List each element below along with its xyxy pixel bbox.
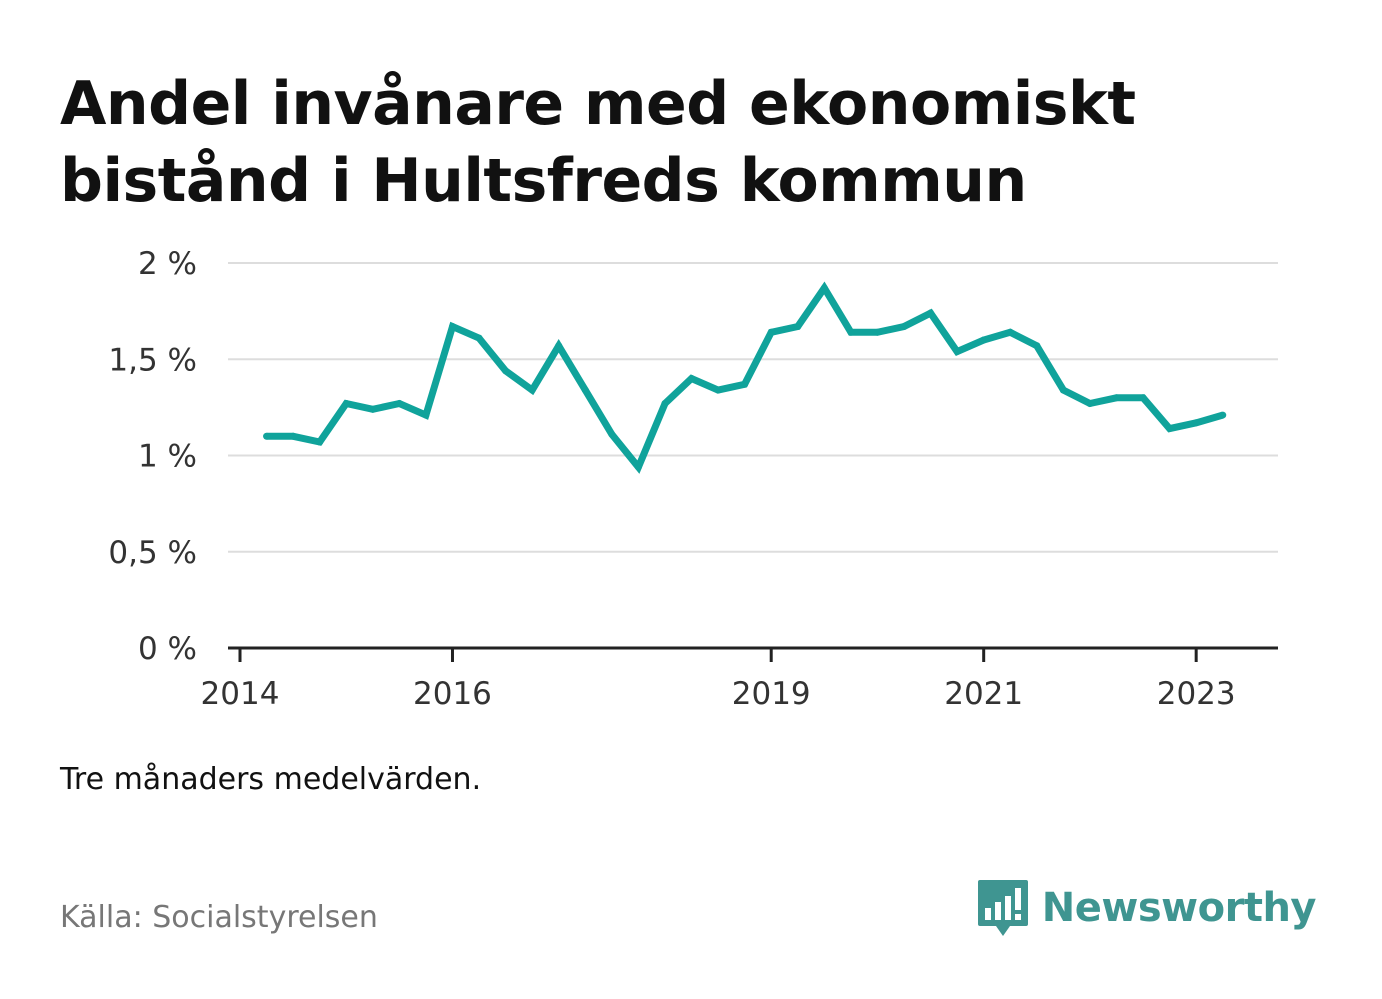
data-point — [1033, 342, 1041, 350]
data-point — [767, 328, 775, 336]
data-point — [1219, 411, 1227, 419]
data-point — [263, 432, 271, 440]
data-point — [980, 336, 988, 344]
data-point — [1006, 328, 1014, 336]
data-point — [1059, 386, 1067, 394]
data-point — [634, 463, 642, 471]
data-point — [847, 328, 855, 336]
x-tick-label: 2023 — [1157, 676, 1236, 712]
source-credit: Källa: Socialstyrelsen — [60, 900, 378, 935]
data-point — [289, 432, 297, 440]
data-point — [741, 380, 749, 388]
data-point — [369, 405, 377, 413]
data-point — [608, 430, 616, 438]
data-point — [528, 386, 536, 394]
data-point — [1139, 394, 1147, 402]
x-axis: 2014 2016 2019 2021 2023 — [201, 646, 1278, 712]
brand-name: Newsworthy — [1041, 885, 1317, 931]
x-tick-label: 2014 — [201, 676, 280, 712]
data-point — [820, 284, 828, 292]
data-point — [342, 400, 350, 408]
grid-lines — [228, 262, 1278, 553]
bar-chart-speech-bubble-icon — [977, 880, 1028, 936]
y-tick-label: 1,5 % — [108, 342, 197, 378]
data-series — [263, 281, 1227, 474]
y-axis-ticks: 0 % 0,5 % 1 % 1,5 % 2 % — [108, 246, 197, 667]
x-tick-label: 2021 — [944, 676, 1023, 712]
data-point — [688, 375, 696, 382]
x-tick-label: 2016 — [413, 676, 492, 712]
data-point — [714, 386, 722, 394]
data-point — [502, 367, 510, 375]
y-tick-label: 1 % — [138, 439, 197, 475]
data-point — [1112, 394, 1120, 402]
data-point — [661, 400, 669, 408]
chart-title: Andel invånare med ekonomiskt bistånd i … — [60, 69, 1136, 216]
x-tick-label: 2019 — [732, 676, 811, 712]
data-point — [422, 411, 430, 419]
data-point — [953, 348, 961, 356]
data-point — [927, 309, 935, 317]
data-point — [555, 342, 563, 350]
chart-note: Tre månaders medelvärden. — [60, 762, 482, 797]
data-point — [316, 438, 324, 446]
data-point — [1086, 400, 1094, 408]
series-line — [266, 281, 1224, 474]
data-point — [395, 400, 403, 408]
data-point — [1192, 419, 1200, 427]
data-point — [1166, 425, 1174, 433]
data-point — [900, 323, 908, 331]
data-point — [475, 334, 483, 342]
data-point — [581, 386, 589, 394]
brand-logo[interactable]: Newsworthy — [976, 878, 1317, 938]
y-tick-label: 0,5 % — [108, 535, 197, 571]
data-point — [448, 323, 456, 331]
y-tick-label: 0 % — [138, 631, 197, 667]
data-point — [794, 323, 802, 331]
y-tick-label: 2 % — [138, 246, 197, 282]
data-point — [873, 328, 881, 336]
